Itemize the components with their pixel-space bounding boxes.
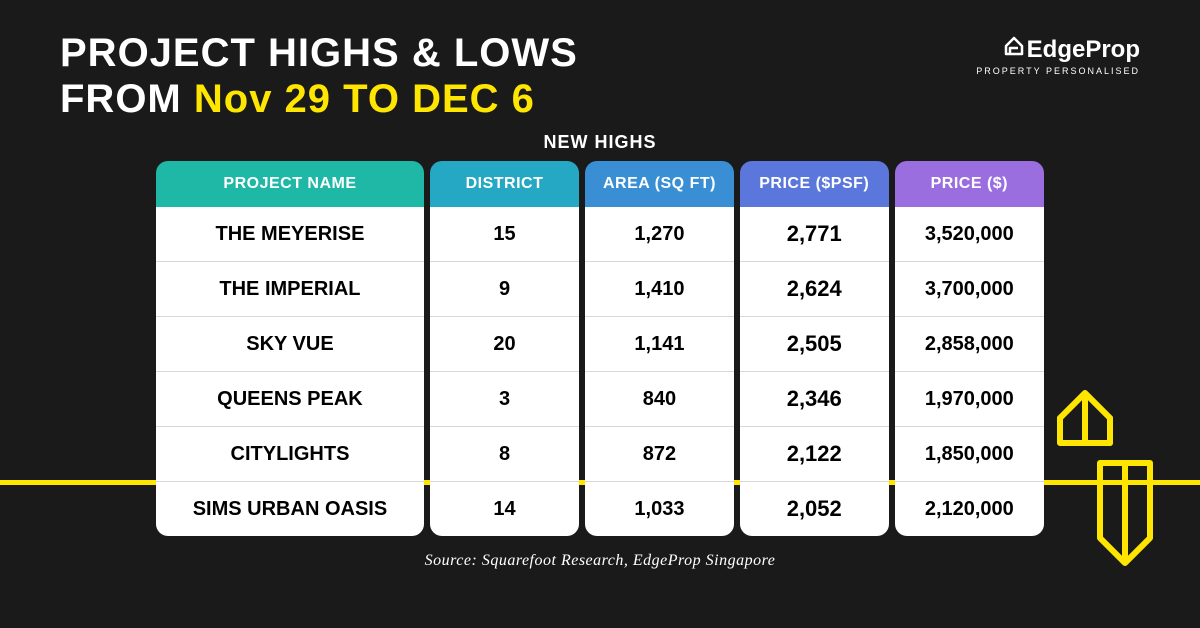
column-header: PRICE ($) [895,161,1044,207]
source-attribution: Source: Squarefoot Research, EdgeProp Si… [150,552,1050,570]
column-header: PRICE ($PSF) [740,161,889,207]
table-cell: THE IMPERIAL [156,262,424,317]
table-cell: 2,771 [740,207,889,262]
table-cell: QUEENS PEAK [156,372,424,427]
title-line2-highlight: Nov 29 TO DEC 6 [194,77,535,121]
table-caption: NEW HIGHS [150,132,1050,153]
table-row: QUEENS PEAK38402,3461,970,000 [156,372,1044,427]
table-cell: 14 [430,482,579,536]
table-cell: 2,624 [740,262,889,317]
table-cell: 2,858,000 [895,317,1044,372]
table-cell: 3,700,000 [895,262,1044,317]
table-cell: 15 [430,207,579,262]
logo-text: EdgeProp [1027,36,1140,64]
highs-table: PROJECT NAMEDISTRICTAREA (SQ FT)PRICE ($… [150,161,1050,536]
table-cell: 1,033 [585,482,734,536]
header: PROJECT HIGHS & LOWS FROM Nov 29 TO DEC … [0,0,1200,132]
table-cell: 1,270 [585,207,734,262]
table-cell: 2,505 [740,317,889,372]
table-cell: CITYLIGHTS [156,427,424,482]
table-cell: SIMS URBAN OASIS [156,482,424,536]
table-row: SIMS URBAN OASIS141,0332,0522,120,000 [156,482,1044,536]
table-cell: 1,850,000 [895,427,1044,482]
title-line1: PROJECT HIGHS & LOWS [60,31,578,75]
title-line2-prefix: FROM [60,77,194,121]
table-cell: 840 [585,372,734,427]
table-cell: SKY VUE [156,317,424,372]
table-cell: 2,122 [740,427,889,482]
table-cell: 1,410 [585,262,734,317]
table-header-row: PROJECT NAMEDISTRICTAREA (SQ FT)PRICE ($… [156,161,1044,207]
table-cell: 1,141 [585,317,734,372]
column-header: PROJECT NAME [156,161,424,207]
table-cell: 20 [430,317,579,372]
table-cell: 1,970,000 [895,372,1044,427]
up-down-arrows-icon [1040,363,1170,628]
table-cell: 2,120,000 [895,482,1044,536]
table-cell: 2,052 [740,482,889,536]
table-body: THE MEYERISE151,2702,7713,520,000THE IMP… [156,207,1044,536]
table-row: THE IMPERIAL91,4102,6243,700,000 [156,262,1044,317]
column-header: AREA (SQ FT) [585,161,734,207]
table-cell: 3 [430,372,579,427]
table-row: SKY VUE201,1412,5052,858,000 [156,317,1044,372]
table-cell: THE MEYERISE [156,207,424,262]
table-cell: 872 [585,427,734,482]
table-cell: 2,346 [740,372,889,427]
table-row: CITYLIGHTS88722,1221,850,000 [156,427,1044,482]
infographic-title: PROJECT HIGHS & LOWS FROM Nov 29 TO DEC … [60,30,578,122]
table-container: NEW HIGHS PROJECT NAMEDISTRICTAREA (SQ F… [150,132,1050,570]
house-icon [1003,35,1025,64]
brand-logo: EdgeProp PROPERTY PERSONALISED [976,35,1140,76]
table-cell: 9 [430,262,579,317]
table-row: THE MEYERISE151,2702,7713,520,000 [156,207,1044,262]
column-header: DISTRICT [430,161,579,207]
table-cell: 8 [430,427,579,482]
table-cell: 3,520,000 [895,207,1044,262]
logo-tagline: PROPERTY PERSONALISED [976,66,1140,76]
logo-wordmark: EdgeProp [976,35,1140,64]
